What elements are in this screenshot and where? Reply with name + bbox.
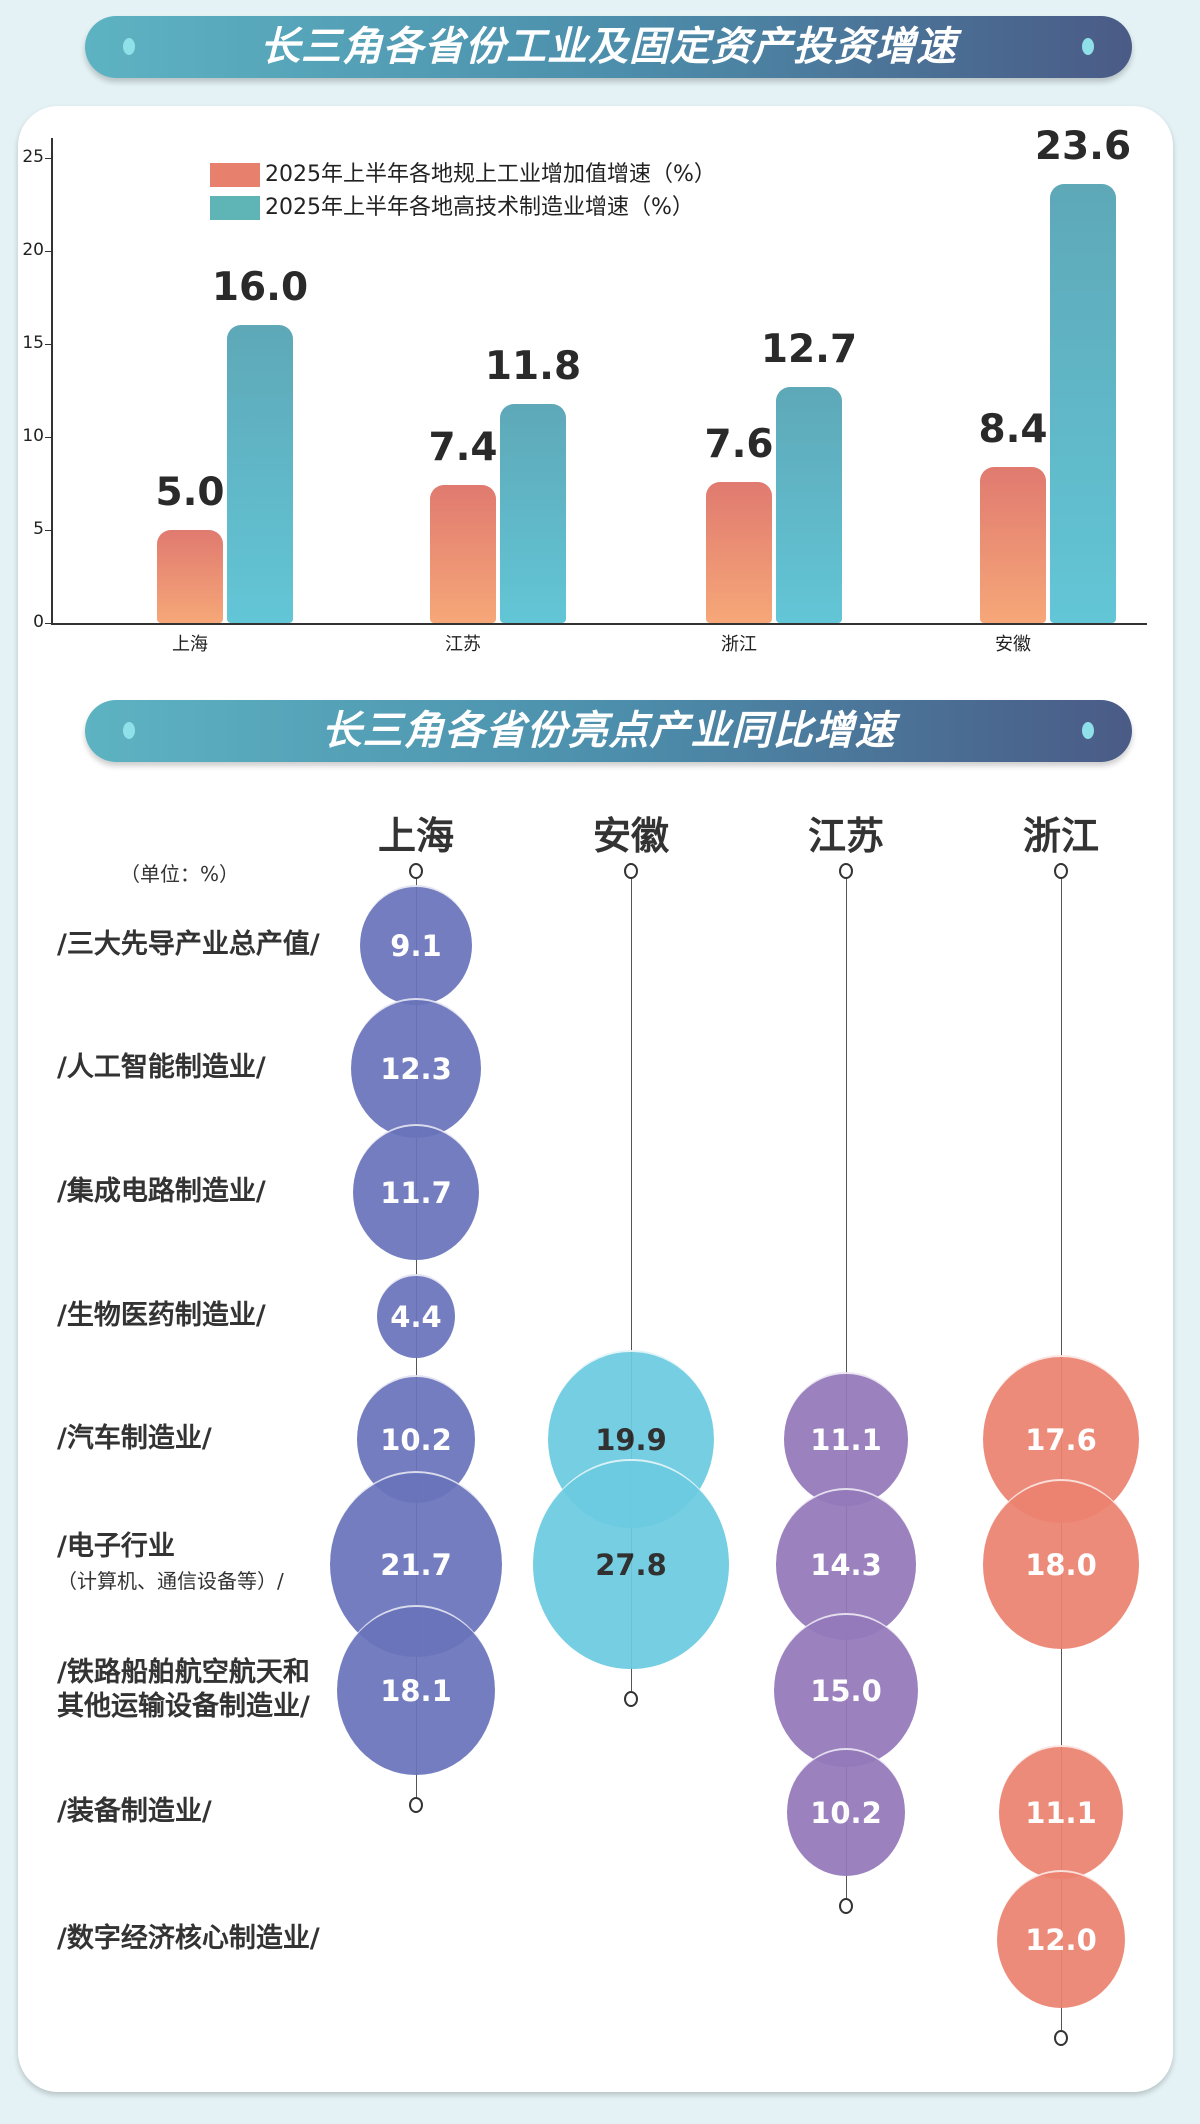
y-tick-label: 20: [22, 240, 44, 260]
row-label-text: /数字经济核心制造业/: [57, 1923, 320, 1954]
bar-hightech: [776, 386, 842, 623]
title-banner-2: 长三角各省份亮点产业同比增速: [85, 700, 1132, 762]
bubble: 11.7: [352, 1123, 480, 1261]
bar-value-label: 11.8: [484, 343, 582, 389]
row-label: /集成电路制造业/: [57, 1175, 266, 1209]
y-tick-mark: [45, 623, 51, 624]
column-start-marker: [839, 863, 853, 879]
bubble: 4.4: [377, 1274, 455, 1358]
y-tick-label: 5: [33, 519, 44, 539]
bubble: 12.3: [351, 997, 481, 1139]
legend-swatch: [210, 196, 260, 220]
bubble: 18.0: [982, 1479, 1140, 1649]
bar-value-label: 8.4: [978, 406, 1048, 452]
bar-industry: [706, 481, 772, 623]
column-end-marker: [624, 1691, 638, 1708]
title-banner-1: 长三角各省份工业及固定资产投资增速: [85, 16, 1132, 78]
column-header: 浙江: [1022, 814, 1099, 858]
row-label: /电子行业 （计算机、通信设备等）/: [57, 1530, 284, 1598]
bar-value-label: 12.7: [760, 326, 858, 372]
y-tick-label: 25: [22, 147, 44, 167]
column-header: 江苏: [807, 814, 884, 858]
y-tick-label: 0: [33, 612, 44, 632]
legend-label: 2025年上半年各地规上工业增加值增速（%）: [265, 162, 716, 187]
x-axis: [51, 623, 1147, 625]
legend-item-industry: 2025年上半年各地规上工业增加值增速（%）: [210, 156, 716, 188]
legend-item-hightech: 2025年上半年各地高技术制造业增速（%）: [210, 189, 694, 221]
x-tick-label: 江苏: [445, 634, 481, 655]
y-tick-mark: [45, 251, 51, 252]
bar-value-label: 5.0: [155, 470, 225, 515]
row-label: /数字经济核心制造业/: [57, 1922, 320, 1956]
bubble: 18.1: [337, 1604, 495, 1775]
row-label: /三大先导产业总产值/: [57, 928, 320, 962]
y-tick-mark: [45, 530, 51, 531]
bubble: 11.1: [784, 1372, 908, 1506]
row-label: /装备制造业/: [57, 1795, 212, 1829]
column-end-marker: [409, 1797, 423, 1814]
legend-swatch: [210, 163, 260, 187]
row-label-text: /铁路船舶航空航天和: [57, 1657, 310, 1688]
column-end-marker: [1054, 2030, 1068, 2047]
row-label: /生物医药制造业/: [57, 1299, 266, 1333]
bubble: 9.1: [360, 884, 472, 1006]
column-header: 安徽: [592, 814, 669, 858]
bar-hightech: [227, 325, 293, 623]
bar-industry: [430, 485, 496, 623]
row-label-text: /人工智能制造业/: [57, 1052, 266, 1083]
row-label: /铁路船舶航空航天和 其他运输设备制造业/: [57, 1656, 310, 1724]
y-axis: [51, 138, 53, 624]
content-panel: [18, 106, 1173, 2092]
bubble: 12.0: [996, 1869, 1126, 2009]
title-1: 长三角各省份工业及固定资产投资增速: [260, 24, 957, 70]
row-label-text: /装备制造业/: [57, 1796, 212, 1827]
column-start-marker: [1054, 863, 1068, 879]
column-start-marker: [409, 863, 423, 879]
bar-hightech: [1050, 184, 1116, 623]
bubble: 10.2: [786, 1748, 906, 1876]
title-2: 长三角各省份亮点产业同比增速: [321, 708, 896, 754]
bar-value-label: 16.0: [211, 265, 309, 311]
row-label-text: /电子行业: [57, 1531, 175, 1562]
banner-dot: [1082, 38, 1094, 55]
banner-dot: [1082, 722, 1094, 739]
row-label: /人工智能制造业/: [57, 1051, 266, 1085]
column-end-marker: [839, 1897, 853, 1914]
row-label-text: /生物医药制造业/: [57, 1300, 266, 1331]
bar-hightech: [500, 403, 566, 623]
row-label: /汽车制造业/: [57, 1422, 212, 1456]
row-sublabel: （计算机、通信设备等）/: [57, 1569, 284, 1593]
row-sublabel: 其他运输设备制造业/: [57, 1691, 310, 1722]
x-tick-label: 浙江: [721, 634, 757, 655]
bar-value-label: 7.6: [704, 421, 774, 467]
x-tick-label: 安徽: [995, 634, 1031, 655]
x-tick-label: 上海: [172, 634, 208, 655]
banner-dot: [123, 38, 135, 55]
row-label-text: /集成电路制造业/: [57, 1176, 266, 1207]
banner-dot: [123, 722, 135, 739]
column-header: 上海: [377, 814, 454, 858]
bubble: 11.1: [999, 1745, 1123, 1879]
column-line: [631, 878, 632, 1692]
column-start-marker: [624, 863, 638, 879]
bar-industry: [980, 466, 1046, 623]
row-label-text: /三大先导产业总产值/: [57, 929, 320, 960]
y-tick-label: 10: [22, 426, 44, 446]
y-tick-mark: [45, 344, 51, 345]
bar-industry: [157, 530, 223, 623]
row-label-text: /汽车制造业/: [57, 1423, 212, 1454]
bubble: 27.8: [533, 1458, 729, 1670]
legend-label: 2025年上半年各地高技术制造业增速（%）: [265, 195, 694, 220]
y-tick-mark: [45, 158, 51, 159]
y-tick-label: 15: [22, 333, 44, 353]
bubble: 15.0: [774, 1612, 918, 1768]
y-tick-mark: [45, 437, 51, 438]
bar-value-label: 23.6: [1034, 124, 1132, 170]
unit-label: （单位：%）: [120, 862, 240, 886]
bar-value-label: 7.4: [428, 425, 498, 471]
